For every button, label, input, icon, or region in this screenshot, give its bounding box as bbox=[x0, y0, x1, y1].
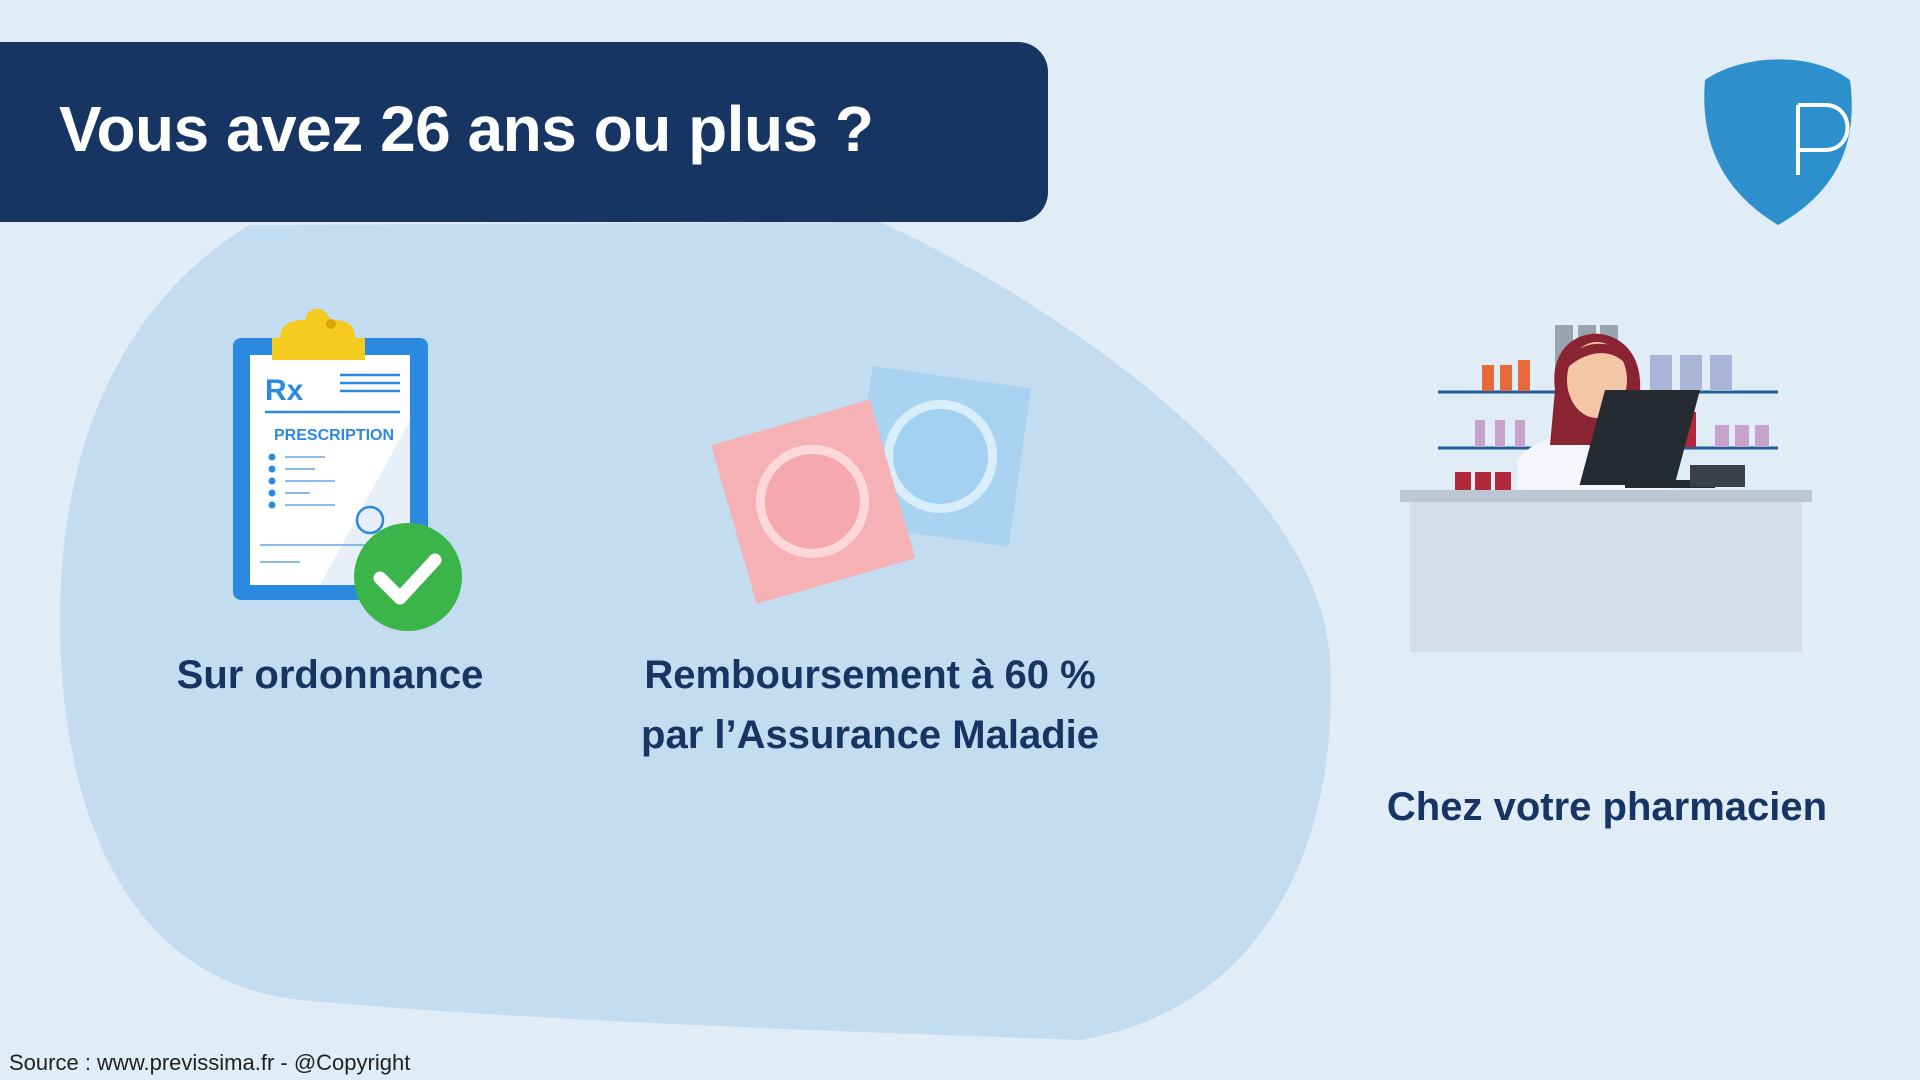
label-prescription: Sur ordonnance bbox=[176, 653, 484, 697]
previssima-logo bbox=[1704, 59, 1852, 225]
check-icon bbox=[354, 523, 462, 631]
label-pharmacist: Chez votre pharmacien bbox=[1386, 785, 1828, 829]
condom-packets-icon bbox=[711, 366, 1031, 604]
page-title: Vous avez 26 ans ou plus ? bbox=[59, 93, 874, 165]
source-footer: Source : www.previssima.fr - @Copyright bbox=[9, 1050, 411, 1075]
prescription-heading: PRESCRIPTION bbox=[274, 427, 394, 444]
rx-symbol: Rx bbox=[265, 374, 304, 407]
label-reimbursement-line1: Remboursement à 60 % bbox=[644, 653, 1096, 697]
label-reimbursement: Remboursement à 60 % par l’Assurance Mal… bbox=[570, 645, 1170, 765]
label-reimbursement-line2: par l’Assurance Maladie bbox=[641, 713, 1099, 757]
pharmacist-counter-icon bbox=[1400, 325, 1812, 652]
title-banner: Vous avez 26 ans ou plus ? bbox=[0, 42, 1048, 222]
prescription-clipboard-icon: Rx PRESCRIPTION bbox=[233, 308, 462, 631]
